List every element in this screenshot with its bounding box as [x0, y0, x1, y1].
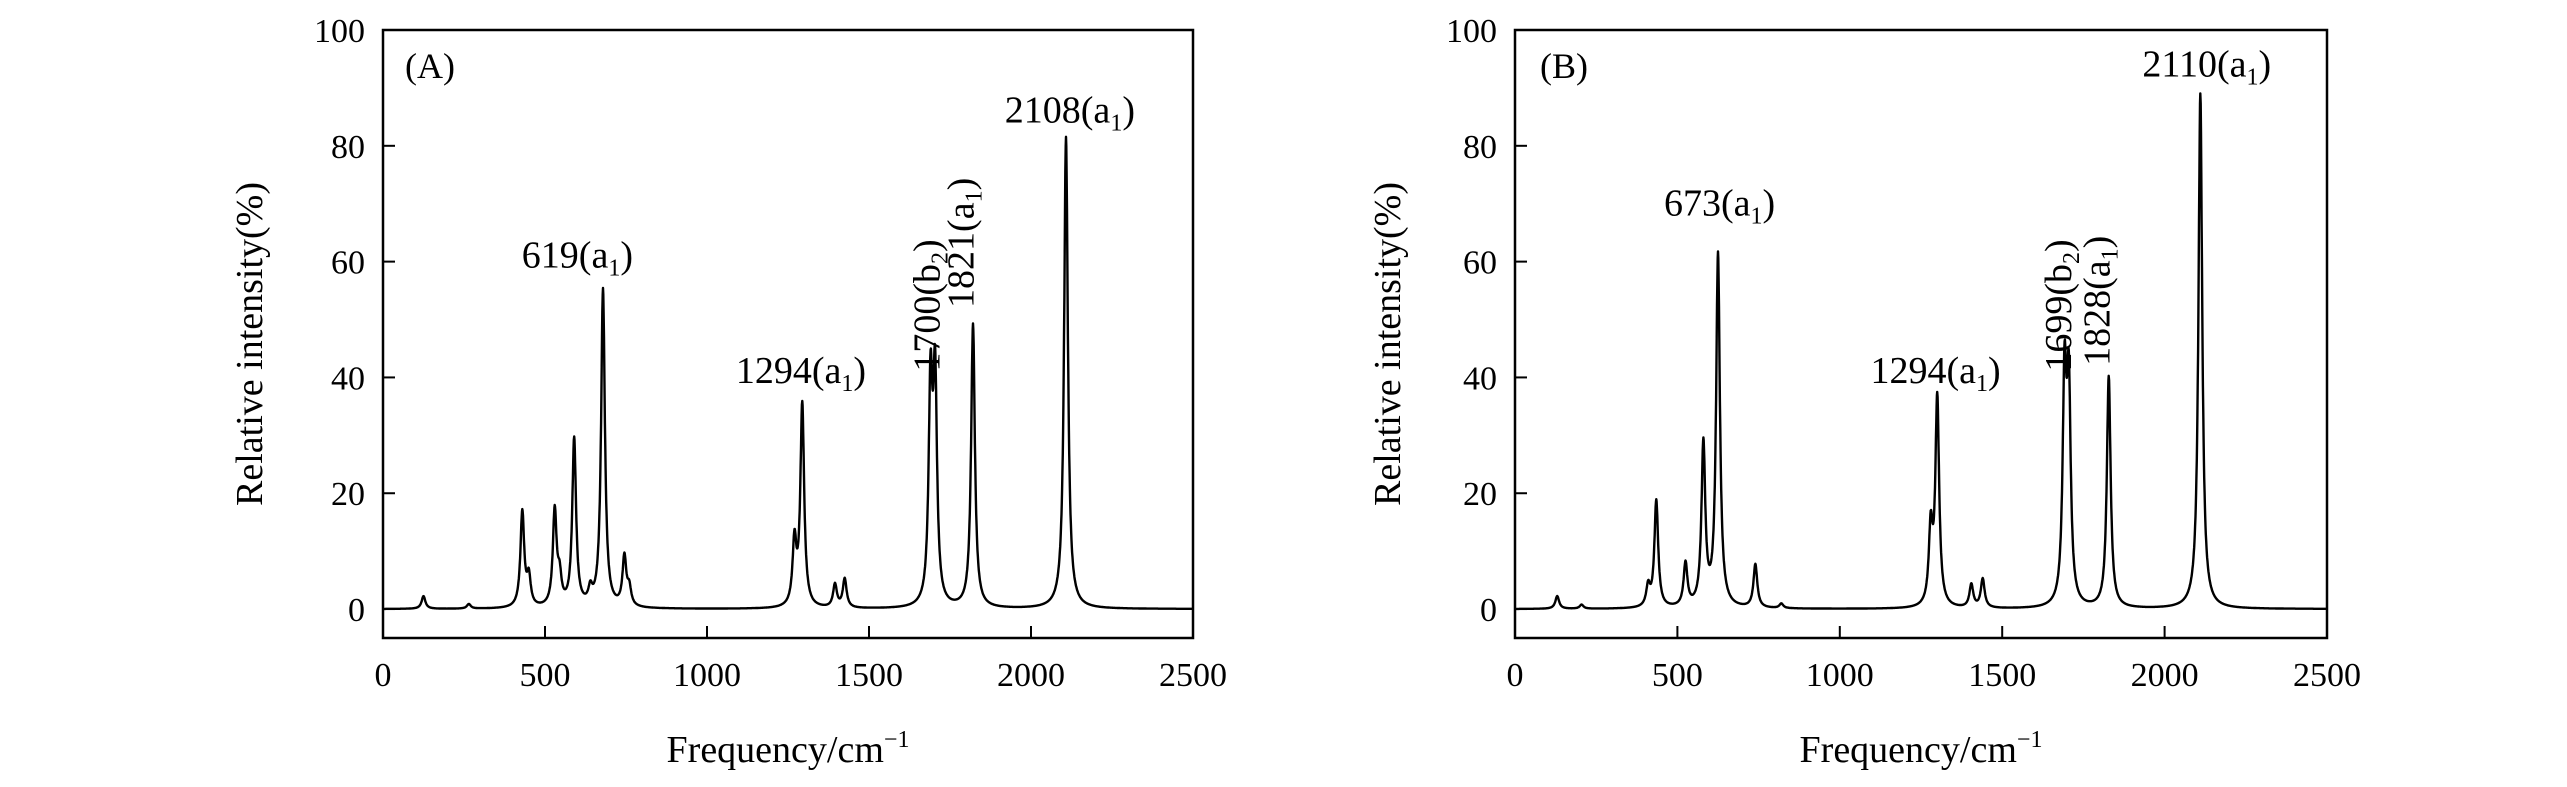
peak-label-subscript: 1	[608, 255, 620, 281]
peak-annotations: 673(a1)1294(a1) 1699(b2)1828(a1)2110(a1)	[1664, 43, 2271, 397]
y-tick-label: 0	[348, 592, 365, 629]
x-axis-label-superscript: −1	[2017, 727, 2043, 753]
peak-annotations: 619(a1)1294(a1) 1700(b2)1821(a1)2108(a1)	[522, 90, 1135, 398]
x-tick-label: 500	[520, 657, 571, 694]
y-tick-label: 100	[1446, 13, 1497, 50]
peak-label-close: )	[2259, 43, 2272, 85]
x-tick-label: 0	[375, 657, 392, 694]
peak-label-close: )	[1988, 350, 2001, 392]
peak-label: 1821(a1)	[940, 178, 987, 308]
peak-label: 1294(a1)	[736, 350, 866, 397]
y-axis-label: Relative intensity(%)	[1367, 182, 1409, 506]
peak-label-close: )	[2038, 239, 2080, 252]
panel-label: (A)	[405, 46, 455, 86]
x-tick-label: 2500	[1159, 657, 1227, 694]
x-tick-label: 0	[1507, 657, 1524, 694]
peak-label-subscript: 2	[2059, 252, 2085, 264]
x-tick-label: 2500	[2293, 657, 2361, 694]
peak-label: 1699(b2)	[2038, 239, 2085, 371]
peak-label-main: 2108(a	[1005, 90, 1111, 132]
y-tick-label: 0	[1480, 592, 1497, 629]
x-tick-label: 500	[1652, 657, 1703, 694]
x-axis-label-superscript: −1	[884, 727, 910, 753]
peak-label-subscript: 1	[1110, 111, 1122, 137]
y-tick-label: 20	[1463, 476, 1497, 513]
peak-label-main: 1828(a	[2076, 260, 2118, 366]
peak-label: 2110(a1)	[2142, 43, 2271, 90]
peak-label-close: )	[1763, 182, 1776, 224]
y-tick-label: 80	[331, 129, 365, 166]
peak-label-subscript: 1	[1976, 371, 1988, 397]
peak-label-subscript: 1	[2097, 248, 2123, 260]
peak-label: 1700(b2)	[907, 239, 954, 371]
peak-label-subscript: 2	[928, 252, 954, 264]
y-tick-label: 60	[331, 245, 365, 282]
spectrum-line	[382, 135, 1194, 611]
x-tick-label: 1000	[1806, 657, 1874, 694]
peak-label: 673(a1)	[1664, 182, 1775, 229]
peak-label-main: 673(a	[1664, 182, 1751, 224]
y-tick-label: 100	[314, 13, 365, 50]
peak-label-close: )	[1122, 90, 1135, 132]
peak-label-main: 1294(a	[1871, 350, 1977, 392]
peak-label-main: 619(a	[522, 234, 609, 276]
x-tick-label: 1000	[673, 657, 741, 694]
spectrum-line	[1514, 92, 2328, 611]
peak-label-subscript: 1	[1751, 203, 1763, 229]
peak-label-main: 1699(b	[2038, 264, 2080, 372]
plot-frame	[1513, 28, 2329, 640]
y-tick-label: 20	[331, 476, 365, 513]
peak-label-close: )	[940, 178, 982, 191]
peak-label-close: )	[853, 350, 866, 392]
chart-panel-b: 0 500 1000 1500 2000 2500 0 20 40 60 80 100 (B) Fre…	[1367, 13, 2361, 771]
x-tick-label: 1500	[1968, 657, 2036, 694]
x-axis-label: Frequency/cm−1	[667, 727, 910, 771]
axis-ticks: 0 500 1000 1500 2000 2500 0 20 40 60 80 100	[1446, 13, 2361, 694]
peak-label-main: 1294(a	[736, 350, 842, 392]
x-tick-label: 1500	[835, 657, 903, 694]
y-axis-label: Relative intensity(%)	[229, 182, 271, 506]
peak-label: 619(a1)	[522, 234, 633, 281]
peak-label-main: 1700(b	[907, 264, 949, 372]
chart-panel-a: 0 500 1000 1500 2000 2500 0 20 40 60 80 100 (A) Fre…	[229, 13, 1227, 771]
peak-label: 1294(a1)	[1871, 350, 2001, 397]
y-tick-label: 80	[1463, 129, 1497, 166]
peak-label-subscript: 1	[2247, 64, 2259, 90]
peak-label: 1828(a1)	[2076, 236, 2123, 366]
peak-label-close: )	[620, 234, 633, 276]
axis-ticks: 0 500 1000 1500 2000 2500 0 20 40 60 80 100	[314, 13, 1227, 694]
x-axis-label: Frequency/cm−1	[1800, 727, 2043, 771]
peak-label-close: )	[2076, 236, 2118, 249]
peak-label-main: 2110(a	[2142, 43, 2246, 85]
y-tick-label: 40	[1463, 360, 1497, 397]
peak-label: 2108(a1)	[1005, 90, 1135, 137]
peak-label-subscript: 1	[841, 371, 853, 397]
plot-frame	[381, 28, 1195, 640]
peak-label-main: 1821(a	[940, 202, 982, 308]
peak-label-close: )	[907, 239, 949, 252]
x-tick-label: 2000	[997, 657, 1065, 694]
panel-label: (B)	[1540, 46, 1588, 86]
peak-label-subscript: 1	[961, 190, 987, 202]
y-tick-label: 40	[331, 360, 365, 397]
y-tick-label: 60	[1463, 245, 1497, 282]
x-tick-label: 2000	[2131, 657, 2199, 694]
